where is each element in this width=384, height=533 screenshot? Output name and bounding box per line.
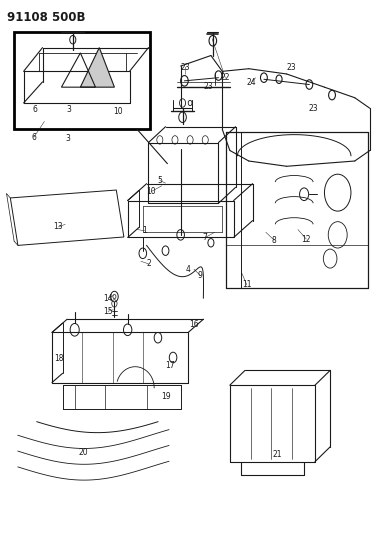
Text: 10: 10 [146,187,156,196]
Text: 2: 2 [146,260,151,268]
Text: 23: 23 [286,62,296,71]
Text: 15: 15 [103,307,113,316]
Text: 20: 20 [79,448,88,457]
Polygon shape [80,47,114,87]
Text: 9: 9 [198,271,203,280]
Text: 24: 24 [246,78,256,87]
Text: 11: 11 [242,280,252,289]
Text: 91108 500B: 91108 500B [7,11,85,24]
Text: 16: 16 [189,320,199,329]
Text: 19: 19 [161,392,171,401]
Text: 22: 22 [220,73,230,82]
Text: 23: 23 [181,62,190,71]
Text: 5: 5 [157,176,162,185]
Text: 23: 23 [204,82,214,91]
Text: 6: 6 [31,133,36,142]
Text: 14: 14 [103,294,113,303]
Text: 7: 7 [203,233,208,242]
Bar [14,32,151,130]
Text: 17: 17 [166,361,175,370]
Text: 8: 8 [272,236,276,245]
Text: 18: 18 [54,354,63,364]
Text: 12: 12 [301,235,311,244]
Text: 3: 3 [65,134,70,143]
Text: 21: 21 [272,450,281,459]
Text: 4: 4 [186,265,190,274]
Text: 1: 1 [142,226,147,235]
Text: 10: 10 [113,108,123,116]
Text: 3: 3 [66,106,71,115]
Text: 13: 13 [54,222,63,231]
Text: 23: 23 [308,104,318,113]
Text: 6: 6 [33,106,37,115]
